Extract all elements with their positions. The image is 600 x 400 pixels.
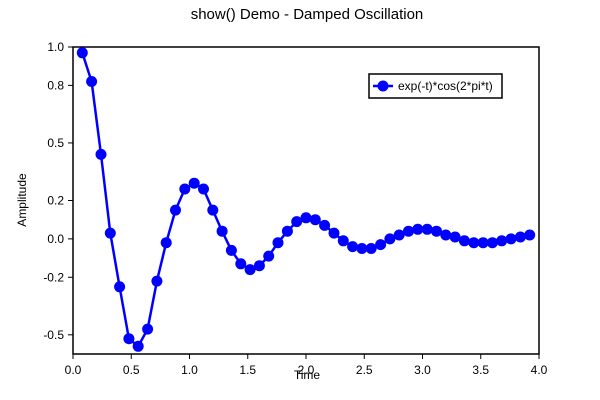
data-point [375,239,387,251]
x-axis-label: Time [294,368,321,382]
data-point [356,243,368,254]
data-point [486,237,498,249]
data-point [76,47,88,59]
data-point [235,258,247,270]
data-point [216,225,228,237]
x-tick-label: 1.0 [181,363,198,377]
data-point [198,183,209,195]
data-point [440,229,452,241]
series-layer [76,47,536,352]
data-point [244,264,256,276]
data-point [253,260,265,272]
data-point [281,225,293,237]
x-axis: 0.0 0.5 1.0 1.5 2.0 2.5 3.0 3.5 4.0 [65,354,548,377]
y-tick-label: -0.5 [43,328,64,342]
data-point [496,235,508,247]
x-tick-label: 3.0 [414,363,431,377]
data-point [477,237,489,249]
data-point [347,241,359,253]
x-tick-label: 3.5 [472,363,489,377]
data-point [263,250,275,262]
data-point [132,340,144,352]
data-point [114,281,126,293]
y-tick-label: -0.2 [43,270,64,284]
x-tick-label: 4.0 [531,363,548,377]
data-point [170,204,181,216]
data-point [123,333,135,345]
data-point [505,233,517,245]
data-point [225,244,237,256]
data-point [431,225,442,237]
data-point [309,214,321,226]
data-point [291,216,303,228]
data-point [421,223,433,235]
data-point [207,204,219,216]
chart-title: show() Demo - Damped Oscillation [191,6,424,23]
legend: exp(-t)*cos(2*pi*t) [368,73,503,99]
data-point [179,183,191,195]
x-tick-label: 2.5 [356,363,373,377]
data-point [468,237,480,249]
data-point [412,223,424,235]
data-point [151,275,163,287]
data-point [365,243,377,254]
data-point [160,237,172,249]
y-axis: -0.5 -0.2 0.0 0.2 0.5 0.8 1.0 [43,40,73,342]
y-tick-label: 0.5 [47,136,64,150]
y-tick-label: 0.8 [47,78,64,92]
y-tick-label: 0.0 [47,232,64,246]
x-tick-label: 0.5 [123,363,140,377]
data-point [328,227,340,239]
data-point [272,237,284,249]
data-point [86,76,98,87]
data-point [514,231,526,243]
data-point [393,229,405,241]
legend-label: exp(-t)*cos(2*pi*t) [398,79,493,93]
data-point [384,233,396,245]
x-tick-label: 0.0 [65,363,82,377]
x-tick-label: 1.5 [239,363,256,377]
x-tick-label: 2.0 [298,363,315,377]
data-point [403,225,414,237]
data-point [104,227,116,239]
y-tick-label: 1.0 [47,40,64,54]
legend-marker [377,80,389,92]
data-point [337,235,349,247]
data-point [458,235,470,247]
data-point [300,212,312,224]
y-axis-label: Amplitude [15,173,29,227]
data-point [142,323,154,335]
data-point [95,148,107,160]
data-point [449,231,461,243]
data-point [188,177,200,189]
data-point [524,229,536,241]
data-point [319,219,331,231]
y-tick-label: 0.2 [47,194,64,208]
